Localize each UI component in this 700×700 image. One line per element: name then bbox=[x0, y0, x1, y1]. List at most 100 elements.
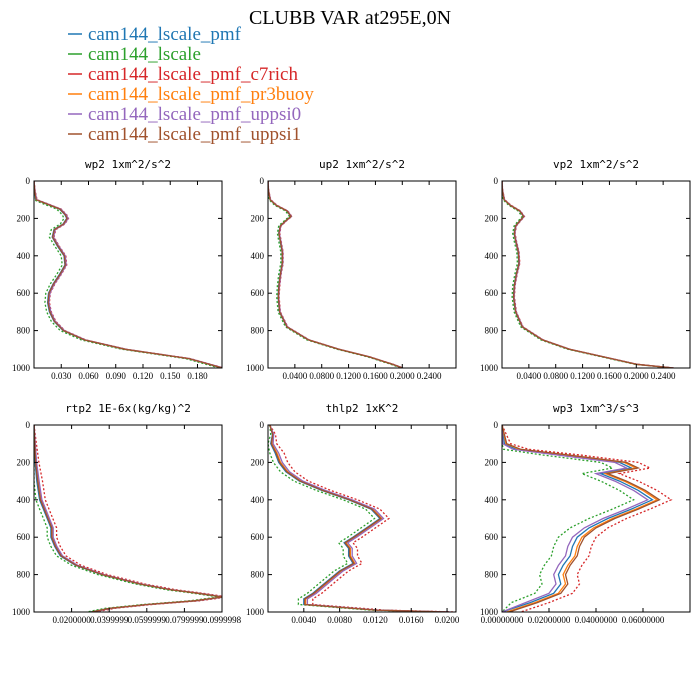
x-tick-label: 0.0400 bbox=[282, 371, 307, 381]
panel-title: rtp2 1E-6x(kg/kg)^2 bbox=[65, 402, 191, 415]
x-tick-label: 0.02000000 bbox=[528, 615, 571, 625]
series-line-cam144_lscale_pmf_uppsi1 bbox=[502, 425, 661, 612]
series-group bbox=[34, 425, 222, 612]
series-line-cam144_lscale bbox=[502, 425, 635, 612]
panel-title: up2 1xm^2/s^2 bbox=[319, 158, 405, 171]
series-line-cam144_lscale_pmf_uppsi0 bbox=[502, 181, 674, 368]
y-tick-label: 200 bbox=[251, 213, 265, 223]
x-tick-label: 0.060 bbox=[78, 371, 99, 381]
legend-label: cam144_lscale_pmf_uppsi0 bbox=[88, 104, 301, 125]
y-tick-label: 800 bbox=[17, 326, 31, 336]
y-tick-label: 400 bbox=[17, 495, 31, 505]
y-tick-label: 600 bbox=[485, 532, 499, 542]
legend-item: cam144_lscale_pmf_uppsi1 bbox=[68, 124, 301, 145]
y-tick-label: 0 bbox=[494, 176, 499, 186]
x-tick-label: 0.0800 bbox=[543, 371, 568, 381]
y-tick-label: 600 bbox=[17, 288, 31, 298]
x-tick-label: 0.0999998 bbox=[203, 615, 242, 625]
series-line-cam144_lscale_pmf bbox=[269, 425, 448, 612]
y-tick-label: 600 bbox=[17, 532, 31, 542]
x-tick-label: 0.1200 bbox=[336, 371, 361, 381]
legend-item: cam144_lscale_pmf_c7rich bbox=[68, 64, 298, 85]
series-line-cam144_lscale_pmf_c7rich bbox=[34, 425, 222, 612]
y-tick-label: 200 bbox=[485, 457, 499, 467]
y-tick-label: 200 bbox=[17, 457, 31, 467]
series-line-cam144_lscale_pmf_c7rich bbox=[268, 181, 404, 368]
y-tick-label: 200 bbox=[17, 213, 31, 223]
x-tick-label: 0.090 bbox=[106, 371, 127, 381]
x-tick-label: 0.0599999 bbox=[128, 615, 167, 625]
series-line-cam144_lscale bbox=[268, 425, 442, 612]
series-line-cam144_lscale_pmf_uppsi0 bbox=[268, 181, 404, 368]
x-tick-label: 0.00000000 bbox=[481, 615, 524, 625]
series-line-cam144_lscale_pmf_c7rich bbox=[502, 181, 675, 368]
panel-title: thlp2 1xK^2 bbox=[326, 402, 399, 415]
series-line-cam144_lscale bbox=[34, 425, 219, 612]
legend-item: cam144_lscale bbox=[68, 44, 201, 65]
panels: wp2 1xm^2/s^2 0 200 400 600 800 1000 0.030 0.060… bbox=[12, 158, 691, 625]
plot-frame bbox=[267, 424, 457, 613]
series-line-cam144_lscale_pmf_pr3buoy bbox=[34, 425, 222, 612]
x-tick-label: 0.1600 bbox=[363, 371, 388, 381]
x-tick-label: 0.1200 bbox=[570, 371, 595, 381]
series-group bbox=[268, 181, 404, 368]
series-line-cam144_lscale_pmf_uppsi1 bbox=[502, 181, 674, 368]
panel-title: vp2 1xm^2/s^2 bbox=[553, 158, 639, 171]
y-tick-label: 800 bbox=[485, 326, 499, 336]
series-line-cam144_lscale_pmf_uppsi1 bbox=[34, 425, 222, 612]
x-tick-label: 0.0160 bbox=[399, 615, 424, 625]
y-tick-label: 400 bbox=[17, 251, 31, 261]
y-tick-label: 0 bbox=[26, 420, 31, 430]
y-tick-label: 1000 bbox=[246, 607, 265, 617]
y-tick-label: 800 bbox=[251, 326, 265, 336]
y-tick-label: 400 bbox=[485, 495, 499, 505]
series-line-cam144_lscale bbox=[34, 181, 220, 368]
plot-frame bbox=[33, 424, 223, 613]
series-line-cam144_lscale_pmf_uppsi1 bbox=[268, 181, 403, 368]
x-tick-label: 0.0200 bbox=[435, 615, 460, 625]
y-tick-label: 1000 bbox=[480, 607, 499, 617]
x-tick-label: 0.030 bbox=[51, 371, 72, 381]
legend: cam144_lscale_pmfcam144_lscalecam144_lsc… bbox=[68, 24, 314, 145]
x-tick-label: 0.0120 bbox=[363, 615, 388, 625]
series-line-cam144_lscale_pmf_uppsi1 bbox=[34, 181, 222, 368]
series-group bbox=[502, 181, 675, 368]
x-tick-label: 0.0799999 bbox=[165, 615, 204, 625]
chart-panel: wp2 1xm^2/s^2 0 200 400 600 800 1000 0.030 0.060… bbox=[12, 158, 223, 381]
series-line-cam144_lscale bbox=[502, 181, 672, 368]
legend-item: cam144_lscale_pmf bbox=[68, 24, 242, 45]
y-tick-label: 1000 bbox=[246, 363, 265, 373]
series-line-cam144_lscale_pmf_c7rich bbox=[502, 425, 673, 612]
y-tick-label: 0 bbox=[260, 420, 265, 430]
x-tick-label: 0.0040 bbox=[291, 615, 316, 625]
y-tick-label: 1000 bbox=[480, 363, 499, 373]
x-tick-label: 0.06000000 bbox=[622, 615, 665, 625]
x-tick-label: 0.0800 bbox=[309, 371, 334, 381]
series-line-cam144_lscale_pmf_uppsi0 bbox=[269, 425, 451, 612]
series-line-cam144_lscale_pmf_c7rich bbox=[269, 425, 456, 612]
series-line-cam144_lscale_pmf_uppsi0 bbox=[502, 425, 650, 612]
y-tick-label: 400 bbox=[485, 251, 499, 261]
x-tick-label: 0.180 bbox=[187, 371, 208, 381]
plot-frame bbox=[501, 180, 691, 369]
chart-panel: vp2 1xm^2/s^2 0 200 400 600 800 1000 0.0400 0.08… bbox=[480, 158, 691, 381]
series-line-cam144_lscale_pmf bbox=[34, 425, 222, 612]
series-line-cam144_lscale_pmf bbox=[268, 181, 403, 368]
y-tick-label: 0 bbox=[260, 176, 265, 186]
x-tick-label: 0.2400 bbox=[651, 371, 676, 381]
x-tick-label: 0.1600 bbox=[597, 371, 622, 381]
y-tick-label: 1000 bbox=[12, 607, 31, 617]
series-line-cam144_lscale_pmf bbox=[502, 425, 654, 612]
legend-label: cam144_lscale_pmf bbox=[88, 24, 242, 45]
y-tick-label: 1000 bbox=[12, 363, 31, 373]
series-line-cam144_lscale_pmf_pr3buoy bbox=[502, 181, 674, 368]
y-tick-label: 600 bbox=[251, 532, 265, 542]
legend-label: cam144_lscale bbox=[88, 44, 201, 65]
legend-label: cam144_lscale_pmf_uppsi1 bbox=[88, 124, 301, 145]
y-tick-label: 0 bbox=[26, 176, 31, 186]
series-line-cam144_lscale_pmf_c7rich bbox=[34, 181, 222, 368]
series-line-cam144_lscale_pmf_pr3buoy bbox=[34, 181, 222, 368]
y-tick-label: 200 bbox=[251, 457, 265, 467]
chart-panel: rtp2 1E-6x(kg/kg)^2 0 200 400 600 800 1000 0.02… bbox=[12, 402, 242, 625]
